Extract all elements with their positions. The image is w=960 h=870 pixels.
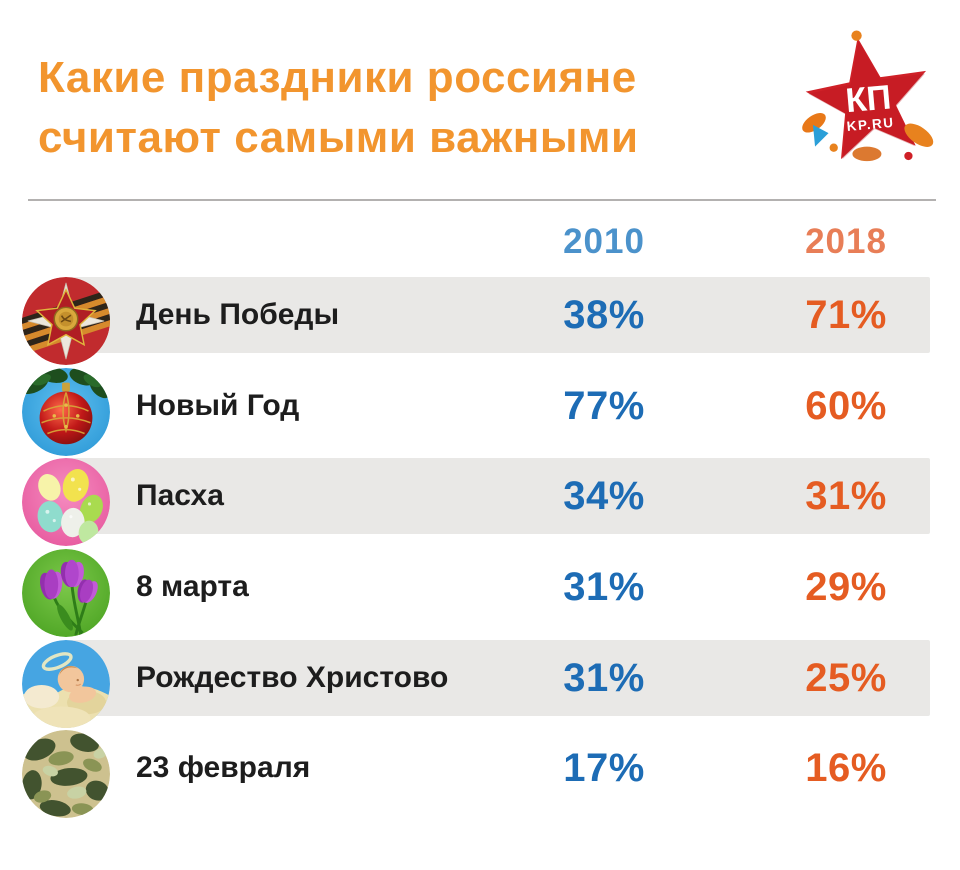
- row-value-2018: 71%: [805, 293, 887, 337]
- kp-star-logo-icon: КП KP.RU: [802, 30, 934, 162]
- row-label: Новый Год: [136, 389, 300, 422]
- easter-eggs-icon: [22, 458, 110, 546]
- row-value-2010: 17%: [563, 746, 645, 790]
- victory-order-icon: [22, 277, 110, 365]
- row-value-2010: 31%: [563, 565, 645, 609]
- table-row: Пасха 34% 31%: [0, 458, 960, 546]
- row-label: 23 февраля: [136, 751, 311, 784]
- row-value-2018: 25%: [805, 656, 887, 700]
- logo-text-sub: KP.RU: [846, 115, 895, 134]
- row-value-2010: 34%: [563, 474, 645, 518]
- row-label: 8 марта: [136, 570, 249, 603]
- camouflage-icon: [22, 730, 110, 818]
- table-row: 23 февраля 17% 16%: [0, 730, 960, 818]
- column-header-2018: 2018: [805, 222, 887, 261]
- title-divider: [28, 199, 936, 201]
- row-label: Рождество Христово: [136, 661, 449, 694]
- new-year-ball-icon: [22, 368, 110, 456]
- row-label: Пасха: [136, 479, 224, 512]
- logo-text-main: КП: [844, 78, 893, 120]
- page-title: Какие праздники россияне считают самыми …: [38, 48, 758, 168]
- row-value-2018: 16%: [805, 746, 887, 790]
- baby-christmas-icon: [22, 640, 110, 728]
- row-value-2010: 77%: [563, 384, 645, 428]
- row-bar: [66, 458, 930, 534]
- row-value-2010: 31%: [563, 656, 645, 700]
- table-row: Новый Год 77% 60%: [0, 368, 960, 456]
- row-value-2010: 38%: [563, 293, 645, 337]
- row-label: День Победы: [136, 298, 340, 331]
- page-title-line1: Какие праздники россияне: [38, 53, 637, 102]
- column-header-2010: 2010: [563, 222, 645, 261]
- row-value-2018: 31%: [805, 474, 887, 518]
- row-value-2018: 60%: [805, 384, 887, 428]
- page-title-line2: считают самыми важными: [38, 113, 639, 162]
- table-row: 8 марта 31% 29%: [0, 549, 960, 637]
- row-value-2018: 29%: [805, 565, 887, 609]
- row-bar: [66, 640, 930, 716]
- table-row: Рождество Христово 31% 25%: [0, 640, 960, 728]
- table-row: День Победы 38% 71%: [0, 277, 960, 365]
- row-bar: [66, 277, 930, 353]
- tulips-icon: [22, 549, 110, 637]
